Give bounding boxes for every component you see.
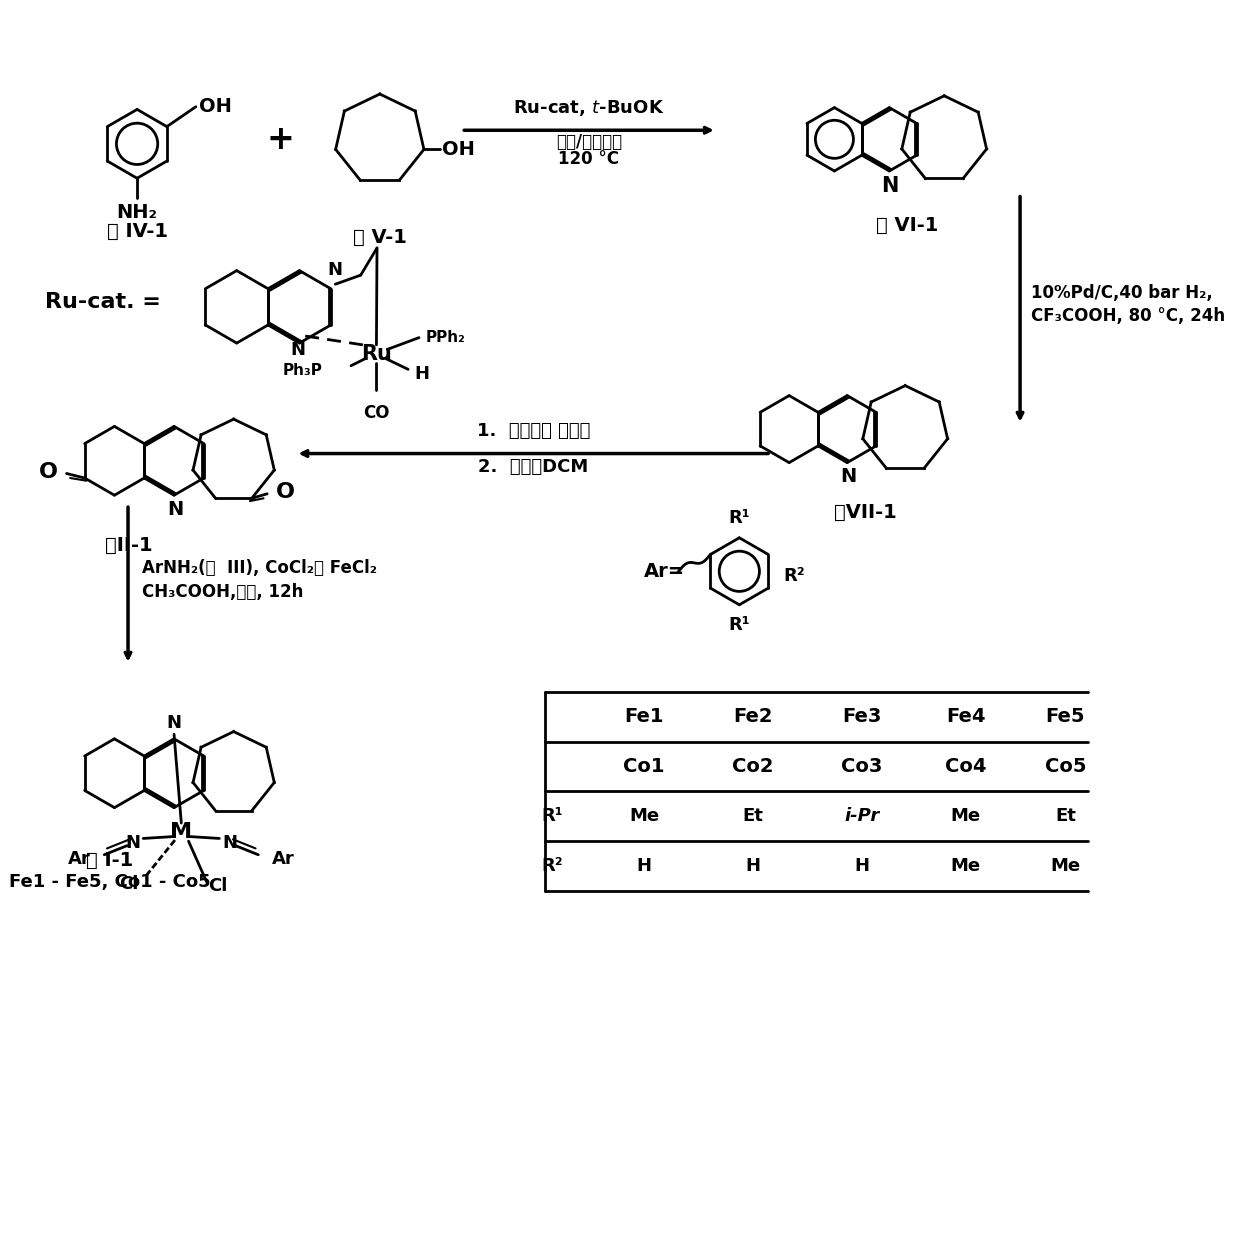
Text: CH₃COOH,回流, 12h: CH₃COOH,回流, 12h xyxy=(141,582,303,601)
Text: Fe2: Fe2 xyxy=(733,707,773,726)
Text: N: N xyxy=(882,177,899,197)
Text: Fe5: Fe5 xyxy=(1045,707,1085,726)
Text: N: N xyxy=(290,341,305,360)
Text: Fe1 - Fe5, Co1 - Co5: Fe1 - Fe5, Co1 - Co5 xyxy=(9,873,211,891)
Text: O: O xyxy=(38,462,57,481)
Text: PPh₂: PPh₂ xyxy=(425,330,465,345)
Text: Cl: Cl xyxy=(119,875,139,893)
Text: Co5: Co5 xyxy=(1044,756,1086,776)
Text: N: N xyxy=(167,500,184,519)
Text: H: H xyxy=(745,857,760,875)
Text: Me: Me xyxy=(629,807,660,825)
Text: 甲苯/四氢咀喂: 甲苯/四氢咀喂 xyxy=(556,133,622,151)
Text: O: O xyxy=(277,481,295,503)
Text: N: N xyxy=(166,714,181,731)
Text: OH: OH xyxy=(198,97,232,116)
Text: NH₂: NH₂ xyxy=(117,203,157,221)
Text: N: N xyxy=(125,833,140,852)
Text: 2.  臭氧，DCM: 2. 臭氧，DCM xyxy=(479,458,589,476)
Text: Me: Me xyxy=(1050,857,1080,875)
Text: Ru-cat. =: Ru-cat. = xyxy=(45,292,161,312)
Text: R²: R² xyxy=(784,567,805,585)
Text: Et: Et xyxy=(743,807,764,825)
Text: 式II-1: 式II-1 xyxy=(105,536,153,555)
Text: 10%Pd/C,40 bar H₂,: 10%Pd/C,40 bar H₂, xyxy=(1030,284,1213,302)
Text: M: M xyxy=(170,822,192,842)
Text: 120 °C: 120 °C xyxy=(558,151,620,168)
Text: Fe4: Fe4 xyxy=(946,707,986,726)
Text: ArNH₂(式  III), CoCl₂或 FeCl₂: ArNH₂(式 III), CoCl₂或 FeCl₂ xyxy=(141,559,377,577)
Text: CO: CO xyxy=(363,404,389,422)
Text: N: N xyxy=(223,833,238,852)
Text: 式VII-1: 式VII-1 xyxy=(835,504,897,522)
Text: R²: R² xyxy=(541,857,563,875)
Text: Ph₃P: Ph₃P xyxy=(283,363,322,378)
Text: Me: Me xyxy=(951,807,981,825)
Text: Fe3: Fe3 xyxy=(842,707,882,726)
Text: Ru: Ru xyxy=(361,343,392,364)
Text: Ru-cat, $t$-BuOK: Ru-cat, $t$-BuOK xyxy=(513,98,665,118)
Text: i-Pr: i-Pr xyxy=(844,807,879,825)
Text: Cl: Cl xyxy=(208,877,228,896)
Text: CF₃COOH, 80 °C, 24h: CF₃COOH, 80 °C, 24h xyxy=(1030,307,1225,326)
Text: OH: OH xyxy=(441,139,475,159)
Text: Fe1: Fe1 xyxy=(625,707,663,726)
Text: H: H xyxy=(636,857,652,875)
Text: N: N xyxy=(839,468,856,486)
Text: Et: Et xyxy=(1055,807,1076,825)
Text: 式 I-1: 式 I-1 xyxy=(87,851,134,870)
Text: 1.  苯甲醇， 乙酸酔: 1. 苯甲醇， 乙酸酔 xyxy=(476,422,590,440)
Text: H: H xyxy=(854,857,869,875)
Text: Me: Me xyxy=(951,857,981,875)
Text: 式 IV-1: 式 IV-1 xyxy=(107,221,167,241)
Text: Co4: Co4 xyxy=(945,756,987,776)
Text: +: + xyxy=(267,123,294,156)
Text: H: H xyxy=(414,364,429,383)
Text: Ar=: Ar= xyxy=(645,562,686,581)
Text: Ar: Ar xyxy=(272,850,295,868)
Text: Co3: Co3 xyxy=(841,756,883,776)
Text: Ar: Ar xyxy=(68,850,91,868)
Text: R¹: R¹ xyxy=(541,807,563,825)
Text: Co1: Co1 xyxy=(624,756,665,776)
Text: Co2: Co2 xyxy=(732,756,774,776)
Text: R¹: R¹ xyxy=(729,616,750,633)
Text: N: N xyxy=(327,261,342,279)
Text: 式 V-1: 式 V-1 xyxy=(353,228,407,248)
Text: 式 VI-1: 式 VI-1 xyxy=(877,216,939,235)
Text: R¹: R¹ xyxy=(729,509,750,527)
